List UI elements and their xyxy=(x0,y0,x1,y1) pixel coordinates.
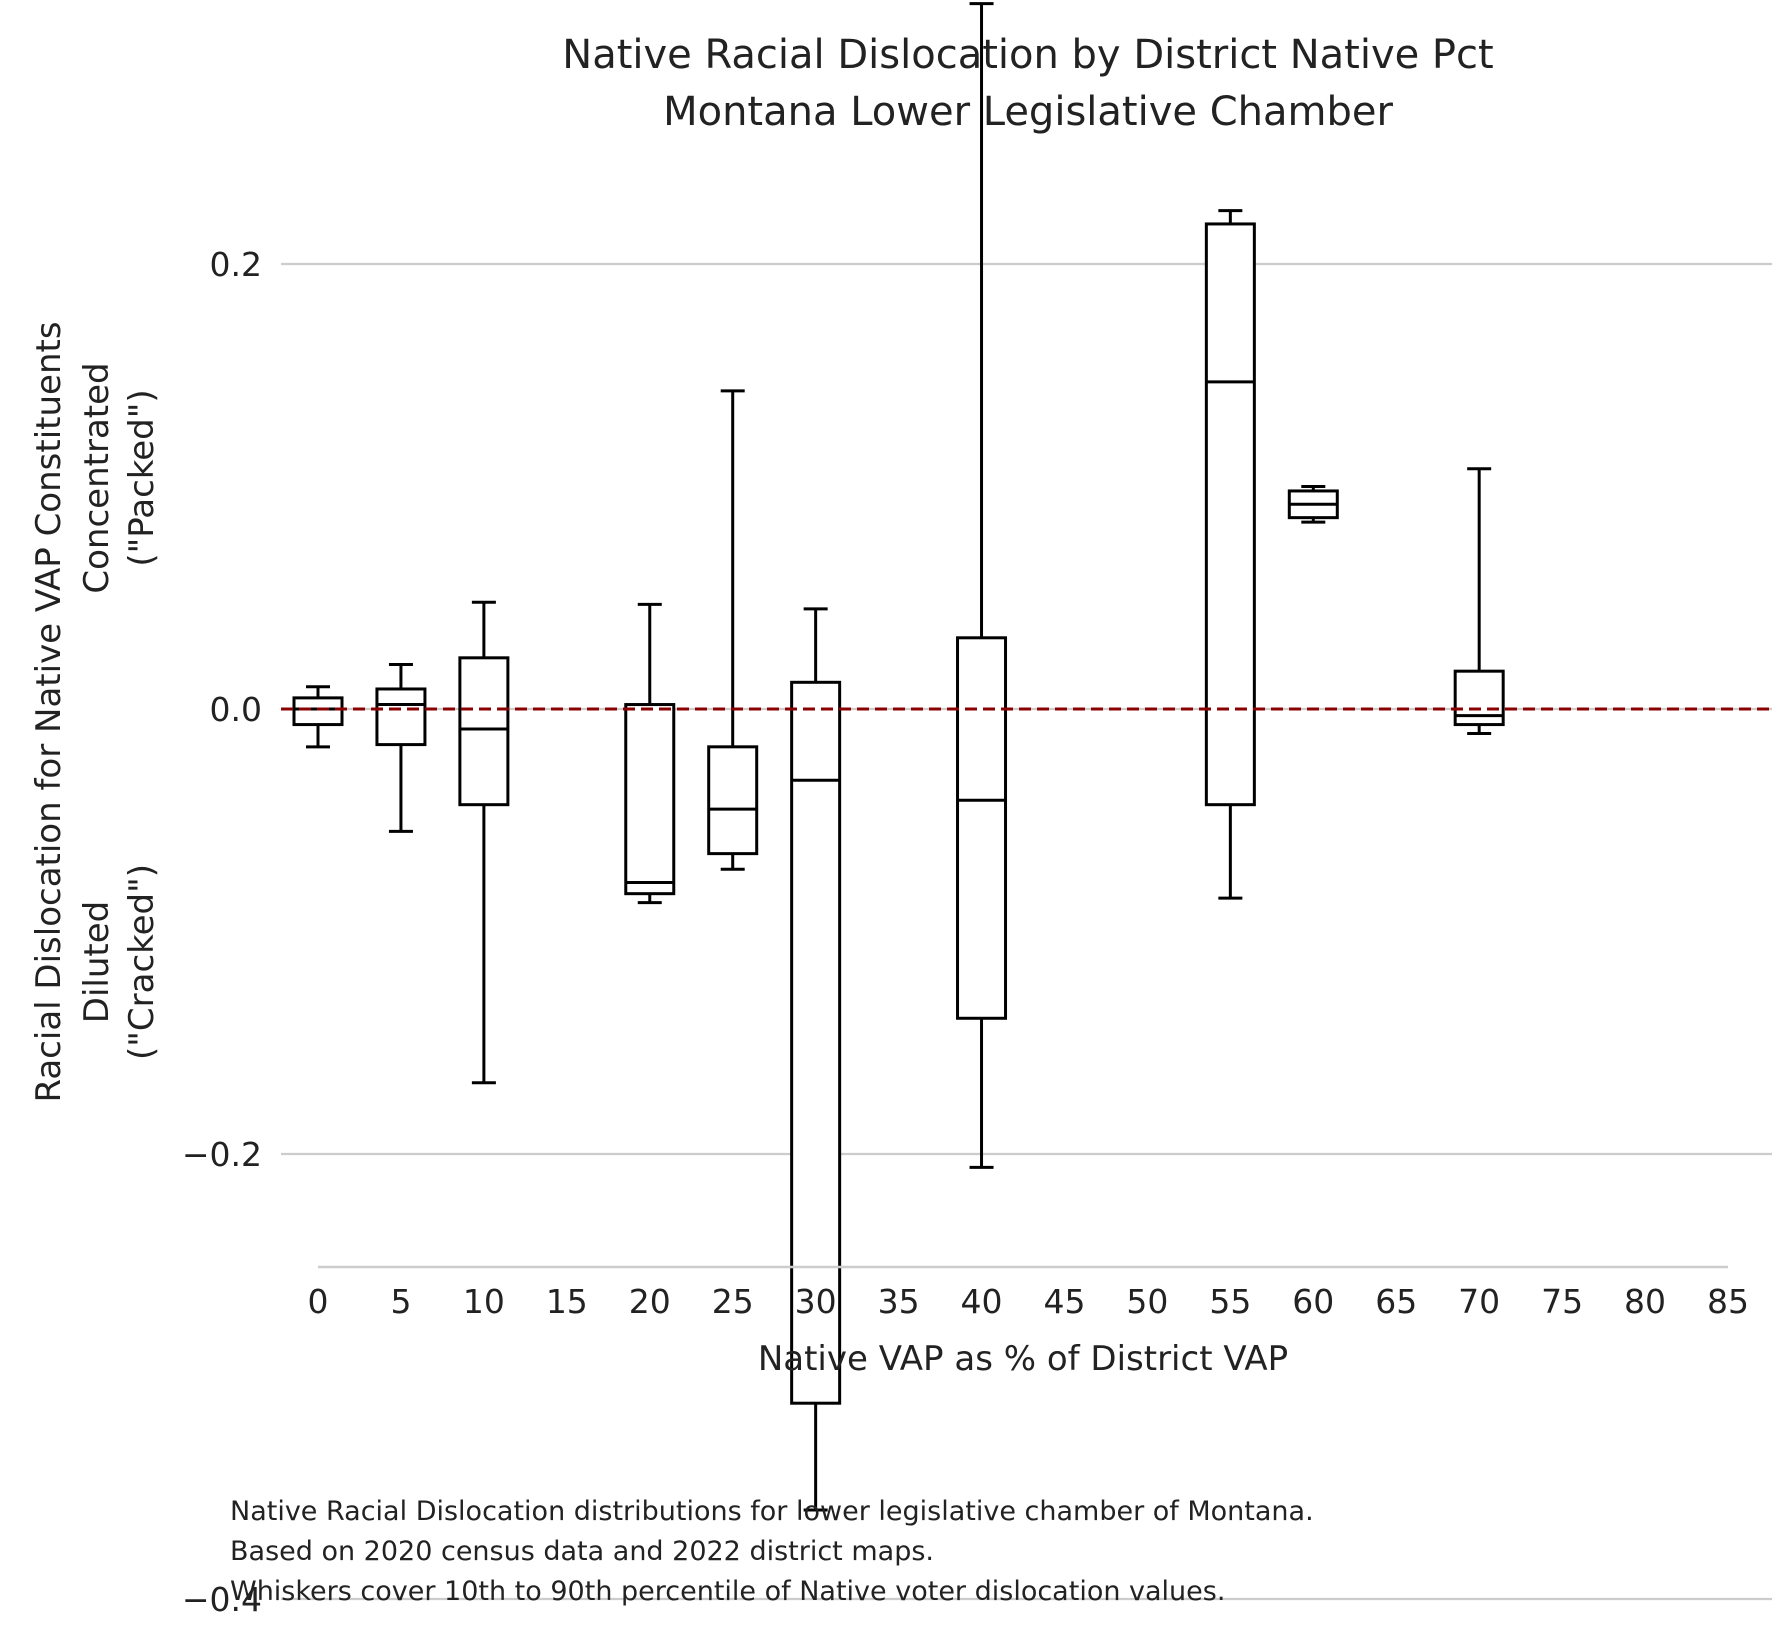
caption-line-2: Based on 2020 census data and 2022 distr… xyxy=(230,1536,934,1567)
y-axis-label-packed-1: Concentrated xyxy=(77,362,117,593)
x-tick-label-14: 70 xyxy=(1458,1282,1500,1321)
y-axis-label-main: Racial Dislocation for Native VAP Consti… xyxy=(29,321,69,1102)
chart-title: Native Racial Dislocation by District Na… xyxy=(562,32,1493,135)
chart-title-line-1: Native Racial Dislocation by District Na… xyxy=(562,32,1493,78)
box-9 xyxy=(1453,467,1505,735)
y-tick-label-0: −0.4 xyxy=(182,1580,262,1619)
x-tick-label-15: 75 xyxy=(1541,1282,1583,1321)
y-tick-label-2: 0.0 xyxy=(210,690,262,729)
x-tick-label-13: 65 xyxy=(1375,1282,1417,1321)
box-8 xyxy=(1287,485,1339,524)
x-tick-label-4: 20 xyxy=(629,1282,671,1321)
chart-caption: Native Racial Dislocation distributions … xyxy=(230,1492,1314,1612)
x-tick-label-17: 85 xyxy=(1707,1282,1749,1321)
box-1 xyxy=(375,663,427,833)
x-tick-label-8: 40 xyxy=(961,1282,1003,1321)
chart-title-line-2: Montana Lower Legislative Chamber xyxy=(663,89,1393,135)
box-body-6 xyxy=(956,636,1008,1020)
x-axis-label: Native VAP as % of District VAP xyxy=(758,1339,1288,1379)
box-3 xyxy=(624,602,676,905)
x-tick-label-2: 10 xyxy=(463,1282,505,1321)
x-tick-label-16: 80 xyxy=(1624,1282,1666,1321)
x-tick-label-9: 45 xyxy=(1043,1282,1085,1321)
x-tick-label-7: 35 xyxy=(878,1282,920,1321)
box-7 xyxy=(1204,209,1256,900)
x-tick-label-11: 55 xyxy=(1209,1282,1251,1321)
caption-line-3: Whiskers cover 10th to 90th percentile o… xyxy=(230,1576,1226,1607)
box-4 xyxy=(707,389,759,871)
box-body-1 xyxy=(375,687,427,747)
x-tick-label-10: 50 xyxy=(1126,1282,1168,1321)
box-body-0 xyxy=(292,696,344,727)
box-body-4 xyxy=(707,745,759,856)
x-tick-label-5: 25 xyxy=(712,1282,754,1321)
x-tick-label-1: 5 xyxy=(390,1282,411,1321)
axis-labels: Native VAP as % of District VAP Racial D… xyxy=(29,321,1288,1379)
box-body-2 xyxy=(458,656,510,807)
y-axis-label-packed-2: ("Packed") xyxy=(122,389,162,566)
box-2 xyxy=(458,600,510,1085)
x-tick-label-3: 15 xyxy=(546,1282,588,1321)
box-0 xyxy=(292,685,344,749)
y-tick-label-1: −0.2 xyxy=(182,1135,262,1174)
box-plots xyxy=(292,2,1505,1512)
x-tick-label-12: 60 xyxy=(1292,1282,1334,1321)
box-6 xyxy=(956,2,1008,1169)
box-body-3 xyxy=(624,703,676,896)
box-body-7 xyxy=(1204,222,1256,807)
y-axis-label-cracked-1: Diluted xyxy=(77,901,117,1023)
box-5 xyxy=(790,607,842,1512)
x-tick-label-6: 30 xyxy=(795,1282,837,1321)
y-tick-label-3: 0.2 xyxy=(210,245,262,284)
y-axis-label-cracked-2: ("Cracked") xyxy=(122,864,162,1060)
box-body-5 xyxy=(790,680,842,1405)
axes: −0.4−0.20.00.20.405101520253035404550556… xyxy=(182,245,1749,1619)
caption-line-1: Native Racial Dislocation distributions … xyxy=(230,1496,1314,1527)
x-tick-label-0: 0 xyxy=(308,1282,329,1321)
